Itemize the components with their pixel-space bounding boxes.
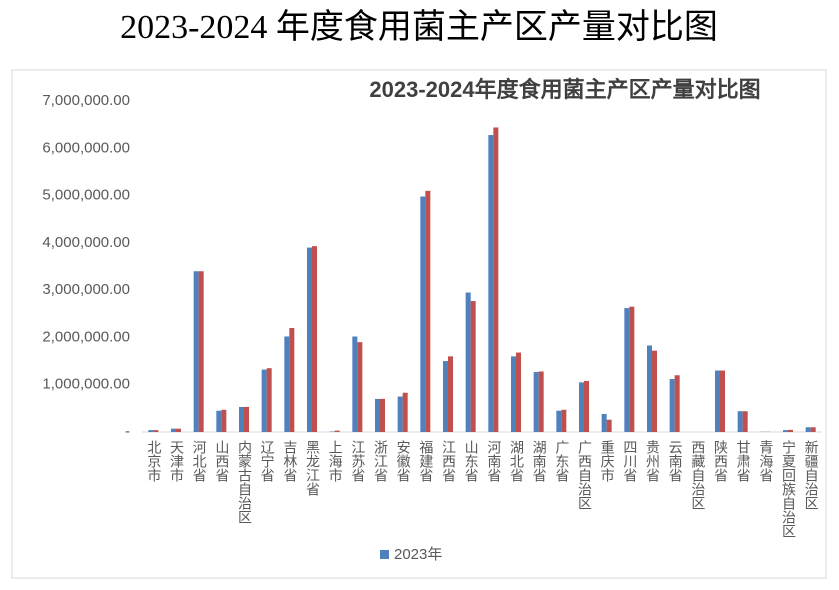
x-tick-label: 吉林省 [281,440,297,482]
bar [539,371,544,432]
bar [471,301,476,432]
y-tick-label: 6,000,000.00 [42,139,130,156]
bar [267,368,272,432]
bar [284,336,289,432]
bar [216,411,221,432]
x-tick-label: 陕西省 [712,440,728,482]
bar [652,351,657,432]
x-tick-label: 四川省 [621,440,637,482]
bar [715,371,720,432]
bar [307,248,312,432]
y-tick-label: 1,000,000.00 [42,376,130,393]
bar [199,271,204,432]
bar [262,370,267,432]
bar [720,371,725,432]
y-tick-label: 7,000,000.00 [42,92,130,109]
bar [561,410,566,432]
x-tick-label: 河南省 [485,440,501,482]
bar [466,293,471,432]
y-tick-label: - [125,423,130,440]
bar [783,430,788,432]
x-tick-label: 宁夏回族自治区 [780,439,796,538]
x-tick-label: 江苏省 [349,440,365,482]
y-tick-label: 2,000,000.00 [42,328,130,345]
bar [624,308,629,432]
y-tick-label: 4,000,000.00 [42,234,130,251]
bar [584,381,589,432]
bar [516,353,521,432]
bar [380,399,385,432]
x-tick-label: 新疆自治区 [803,440,819,510]
bar [806,427,811,432]
x-tick-label: 重庆市 [599,440,615,482]
bar [375,399,380,432]
bar [176,429,181,432]
bar [743,411,748,432]
x-tick-label: 河北省 [191,440,207,482]
y-tick-label: 5,000,000.00 [42,187,130,204]
x-tick-label: 内蒙古自治区 [236,440,252,524]
x-tick-label: 浙江省 [372,440,388,482]
x-tick-label: 山东省 [463,440,479,482]
bar [335,431,340,432]
bar [602,414,607,432]
bar [534,372,539,432]
bar [443,361,448,432]
chart-title: 2023-2024年度食用菌主产区产量对比图 [369,77,760,102]
x-tick-label: 江西省 [440,440,456,482]
bar [171,429,176,432]
bar [488,135,493,432]
x-tick-label: 湖北省 [508,440,524,482]
bar [221,410,226,432]
x-tick-label: 福建省 [417,440,433,482]
bar [738,411,743,432]
bar [511,356,516,432]
x-tick-label: 上海市 [327,440,343,482]
bar [493,127,498,432]
bar [153,430,158,432]
legend-label: 2023年 [394,546,442,563]
x-tick-label: 甘肃省 [735,440,751,482]
bar [675,375,680,432]
bar [670,379,675,432]
x-tick-label: 广西自治区 [576,440,592,510]
bar [289,328,294,432]
bar [357,342,362,432]
bar [244,407,249,432]
bar [312,246,317,432]
x-tick-label: 贵州省 [644,440,660,482]
legend-swatch [380,550,389,559]
bar [647,345,652,432]
x-tick-label: 云南省 [667,440,683,482]
bar [607,420,612,432]
x-tick-label: 天津市 [168,440,184,482]
bar [556,411,561,432]
page-title: 2023-2024 年度食用菌主产区产量对比图 [120,8,718,46]
x-tick-label: 湖南省 [531,440,547,482]
y-tick-label: 3,000,000.00 [42,281,130,298]
x-tick-label: 安徽省 [395,440,411,482]
bar [194,271,199,432]
bar [148,430,153,432]
x-tick-label: 北京市 [145,440,161,482]
x-tick-label: 西藏自治区 [689,440,705,510]
bar [629,307,634,432]
bar [811,427,816,432]
bar [420,197,425,432]
bar [352,336,357,432]
bar [403,393,408,432]
bar [579,382,584,432]
bar [239,407,244,432]
x-tick-label: 黑龙江省 [304,440,320,496]
x-tick-label: 青海省 [757,440,773,482]
x-tick-label: 山西省 [213,440,229,482]
bar [425,191,430,432]
bar [448,356,453,432]
bar [788,430,793,432]
bar [398,397,403,432]
x-tick-label: 广东省 [553,440,569,482]
x-tick-label: 辽宁省 [259,440,275,482]
